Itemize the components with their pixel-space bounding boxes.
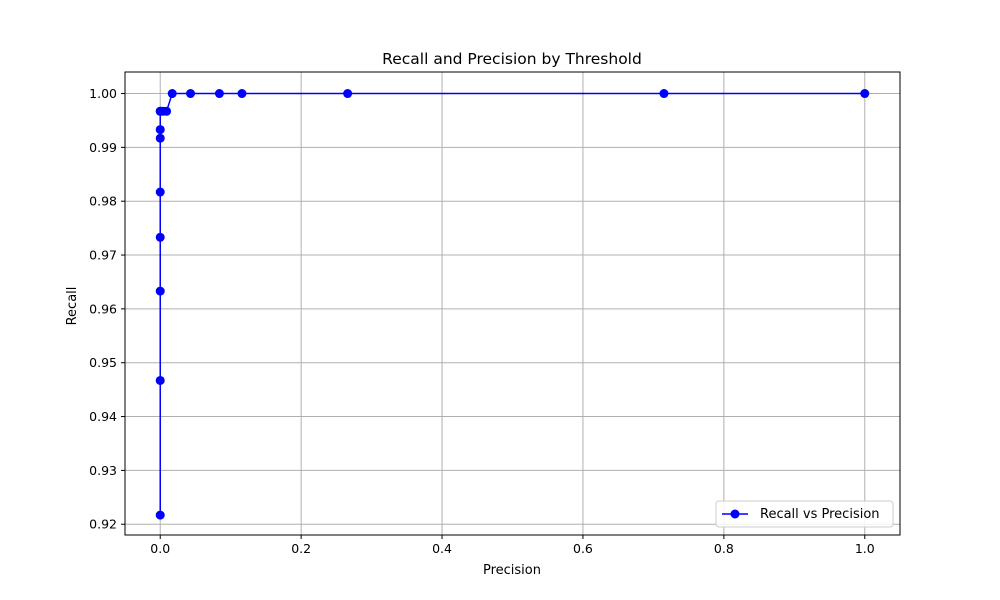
data-point [214,89,224,99]
legend-marker [730,509,740,519]
y-tick-label: 0.98 [89,194,117,209]
legend: Recall vs Precision [715,500,894,528]
data-point [162,106,172,116]
data-point [167,89,177,99]
y-tick-label: 0.93 [89,463,117,478]
axes: 0.0 0.2 0.4 0.6 0.8 1.0 0.92 0.93 0.94 0.95 0.96 0.… [89,71,901,556]
data-point [186,89,196,99]
y-tick-label: 0.97 [89,248,117,263]
y-tick-label: 1.00 [89,86,117,101]
data-point [155,375,165,385]
data-point [155,510,165,520]
plot-frame [124,71,901,536]
data-point [155,125,165,135]
data-point [860,89,870,99]
y-tick-label: 0.96 [89,301,117,316]
x-tick-label: 0.4 [432,541,452,556]
chart-title: Recall and Precision by Threshold [382,50,642,68]
data-point [155,232,165,242]
x-tick-label: 0.6 [573,541,593,556]
data-point [343,89,353,99]
y-tick-label: 0.94 [89,409,117,424]
x-axis-title: Precision [483,563,541,578]
y-tick-label: 0.92 [89,517,117,532]
x-tick-label: 0.2 [291,541,311,556]
x-tick-label: 1.0 [855,541,875,556]
data-point [155,187,165,197]
data-point [155,133,165,143]
data-point [155,286,165,296]
y-axis-title: Recall [65,287,80,326]
x-tick-label: 0.0 [150,541,170,556]
legend-label: Recall vs Precision [760,507,880,522]
legend-box [715,500,894,528]
x-tick-label: 0.8 [714,541,734,556]
y-tick-label: 0.99 [89,140,117,155]
data-point [237,89,247,99]
y-tick-label: 0.95 [89,355,117,370]
series-layer [155,89,870,520]
data-point [659,89,669,99]
